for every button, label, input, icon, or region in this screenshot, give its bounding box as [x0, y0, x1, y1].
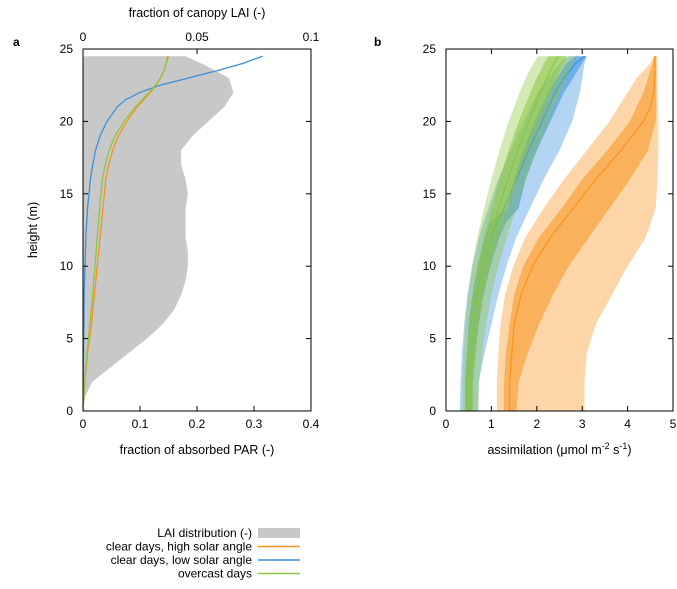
x-axis-label: assimilation (μmol m-2 s-1)	[487, 441, 631, 457]
y-axis-label: height (m)	[26, 202, 40, 258]
legend: LAI distribution (-)clear days, high sol…	[106, 526, 300, 581]
x-tick-label: 2	[533, 417, 540, 431]
series-mean-line-1	[508, 56, 656, 411]
x-tick-label: 4	[624, 417, 631, 431]
y-tick-label: 25	[60, 42, 74, 56]
x-tick-label: 0.4	[303, 417, 320, 431]
panel-label: b	[374, 35, 381, 49]
y-tick-label: 0	[66, 404, 73, 418]
panel-b-frame	[445, 48, 674, 412]
y-tick-label: 20	[60, 114, 74, 128]
series-line-1	[83, 55, 263, 411]
y-tick-label: 15	[60, 187, 74, 201]
x2-axis-label: fraction of canopy LAI (-)	[129, 6, 266, 20]
panel-a: 0 0.1 0.2 0.3 0.4 0 0.05 0.1 0 5 10 15 20 25 fraction …	[13, 6, 320, 457]
x-axis-label: fraction of absorbed PAR (-)	[120, 443, 275, 457]
y-tick-label: 0	[429, 404, 436, 418]
x-tick-label: 5	[670, 417, 677, 431]
x2-tick-label: 0	[80, 30, 87, 44]
y-tick-label: 10	[423, 259, 437, 273]
series-line-2	[83, 56, 170, 411]
x-tick-label: 0.2	[189, 417, 206, 431]
legend-label: clear days, low solar angle	[111, 553, 253, 567]
y-tick-label: 10	[60, 259, 74, 273]
series-inner-band-1	[504, 56, 657, 411]
series-inner-band-2	[465, 56, 567, 411]
x-tick-label: 0	[443, 417, 450, 431]
x-tick-label: 1	[488, 417, 495, 431]
y-tick-label: 5	[66, 332, 73, 346]
legend-label: clear days, high solar angle	[106, 540, 252, 554]
y-tick-label: 5	[429, 332, 436, 346]
y-tick-label: 20	[423, 114, 437, 128]
legend-label: overcast days	[178, 567, 252, 581]
y-tick-label: 15	[423, 187, 437, 201]
legend-swatch	[258, 528, 300, 538]
series-outer-band-0	[459, 56, 587, 411]
x-tick-label: 0.3	[246, 417, 263, 431]
legend-label: LAI distribution (-)	[157, 526, 252, 540]
panel-a-plot-area	[83, 55, 263, 411]
lai-distribution-area	[83, 56, 234, 411]
panel-b: 0 1 2 3 4 5 0 5 10 15 20 25 assimilation (μmol m-2 s…	[374, 35, 677, 457]
panel-b-plot-area	[459, 55, 659, 411]
x-tick-label: 3	[579, 417, 586, 431]
x-tick-label: 0.1	[132, 417, 149, 431]
x-tick-label: 0	[80, 417, 87, 431]
x2-tick-label: 0.1	[303, 30, 320, 44]
panel-label: a	[13, 35, 20, 49]
x2-tick-label: 0.05	[185, 30, 209, 44]
y-tick-label: 25	[423, 42, 437, 56]
series-mean-line-2	[468, 55, 560, 411]
